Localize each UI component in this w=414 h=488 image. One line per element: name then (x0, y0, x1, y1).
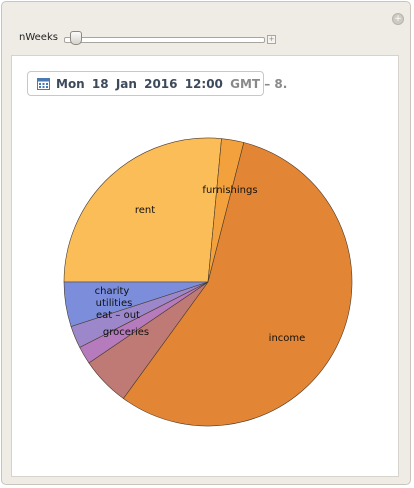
calendar-icon (37, 78, 50, 90)
pie-label-utilities: utilities (96, 298, 133, 309)
plus-circle-icon[interactable]: + (392, 13, 404, 25)
date-timezone: GMT – 8. (230, 76, 288, 91)
pie-label-income: income (269, 333, 306, 344)
nweeks-slider-thumb[interactable] (70, 31, 82, 45)
pie-label-rent: rent (135, 205, 155, 216)
pie-label-furnishings: furnishings (202, 185, 257, 196)
date-weekday: Mon (56, 76, 85, 91)
date-badge: Mon 18 Jan 2016 12:00 GMT – 8. (27, 71, 287, 96)
pie-slice-charity (63, 281, 209, 327)
pie-label-charity: charity (95, 286, 130, 297)
pie-slice-rent (63, 137, 222, 283)
date-year: 2016 (144, 76, 178, 91)
date-day: 18 (91, 76, 109, 91)
pie-label-groceries: groceries (103, 327, 149, 338)
date-month: Jan (115, 76, 137, 91)
date-time: 12:00 (184, 76, 223, 91)
nweeks-slider-track[interactable] (64, 37, 265, 43)
pie-label-eat-out: eat – out (96, 310, 140, 321)
slider-label: nWeeks (19, 32, 58, 43)
pie-slice-income (122, 142, 353, 427)
plus-square-icon[interactable]: + (267, 35, 276, 44)
